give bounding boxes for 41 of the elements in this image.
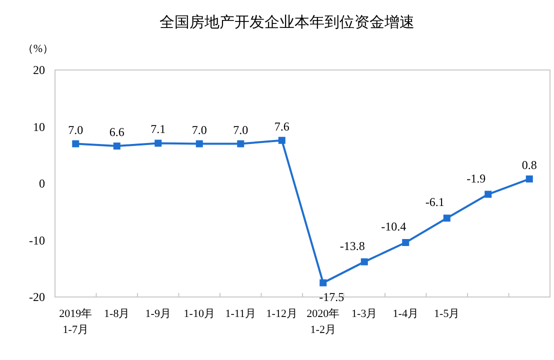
data-label: 7.0: [68, 122, 84, 137]
point: [526, 175, 533, 182]
x-tick-label: 1-11月: [225, 308, 256, 320]
point: [237, 140, 244, 148]
point: [154, 140, 162, 147]
data-label: -1.9: [466, 171, 486, 186]
y-tick-label: -10: [29, 233, 45, 248]
data-label: 7.0: [192, 122, 207, 137]
chart-title: 全国房地产开发企业本年到位资金增速: [160, 14, 414, 31]
x-tick-label: 1-3月: [352, 308, 378, 320]
point: [72, 140, 80, 148]
point: [402, 239, 410, 246]
data-label: 0.8: [522, 158, 537, 172]
x-tick-label: 1-10月: [184, 308, 215, 320]
point: [113, 142, 120, 150]
point: [320, 279, 327, 286]
data-label: 7.0: [233, 122, 248, 137]
x-tick-label: 2020年 1-2月: [306, 308, 340, 336]
x-tick-label: 1-8月: [104, 308, 130, 320]
y-axis-title: （%）: [22, 43, 54, 55]
point: [443, 214, 450, 222]
x-tick-label: 1-12月: [266, 308, 298, 320]
point: [484, 190, 492, 198]
data-label: -10.4: [381, 220, 406, 234]
point: [278, 136, 286, 144]
y-tick-label: -20: [29, 290, 45, 304]
x-tick-label: 1-4月: [392, 308, 418, 320]
x-tick-label: 1-9月: [145, 308, 171, 320]
point: [360, 258, 368, 266]
data-label: -6.1: [425, 195, 444, 210]
y-tick-label: 0: [39, 176, 45, 190]
y-tick-label: 20: [33, 63, 45, 77]
data-label: -13.8: [340, 238, 365, 253]
data-label: 7.6: [274, 119, 290, 134]
x-tick-label: 2019年 1-7月: [59, 308, 92, 336]
data-label: -17.5: [319, 290, 344, 304]
x-tick-label: 1-5月: [434, 308, 460, 320]
y-tick-label: 10: [33, 120, 45, 134]
point: [196, 140, 203, 148]
data-label: 6.6: [109, 125, 124, 140]
data-label: 7.1: [150, 122, 166, 136]
